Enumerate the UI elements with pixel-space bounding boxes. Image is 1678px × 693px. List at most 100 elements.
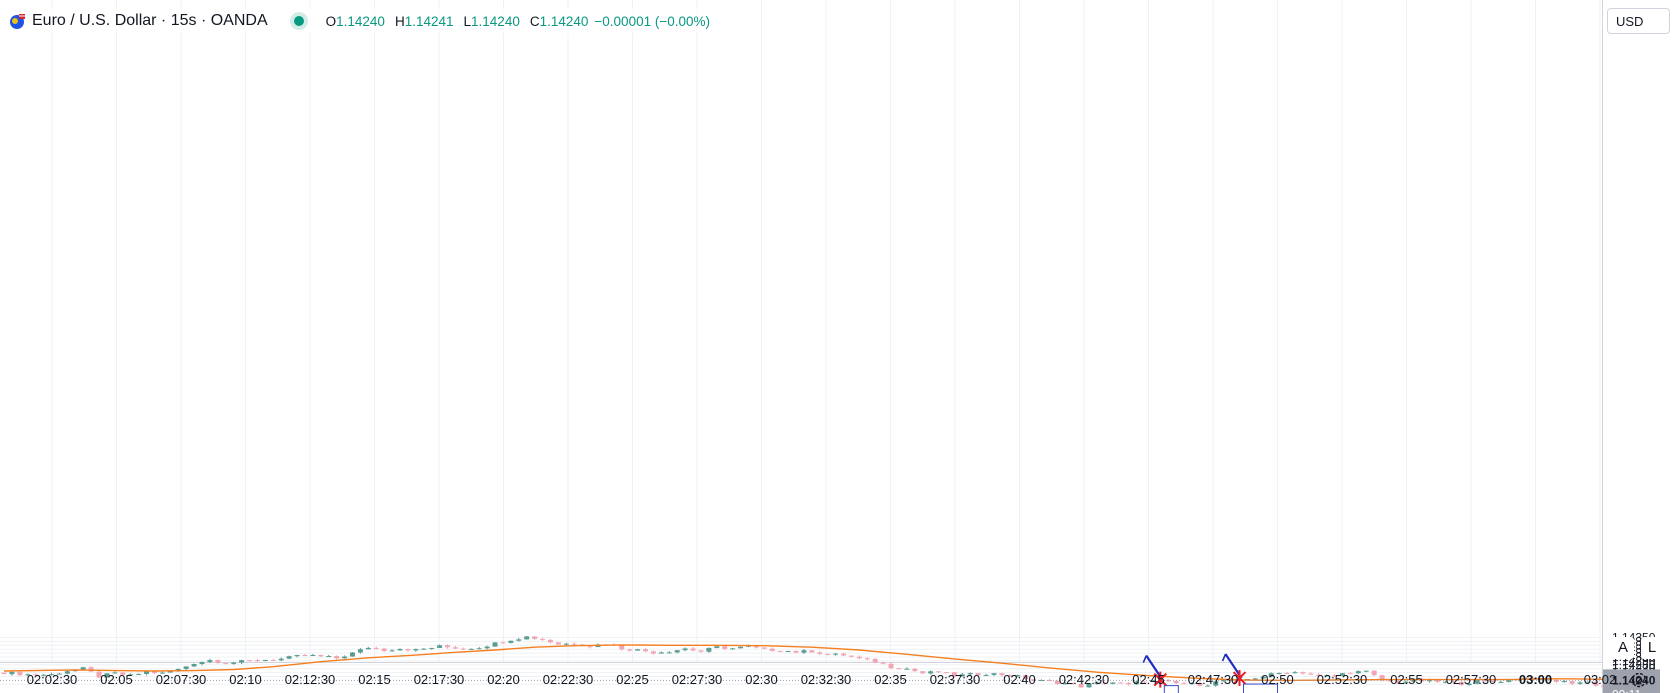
candle-body: [286, 656, 292, 659]
time-tick-label: 02:17:30: [414, 672, 465, 687]
ohlc-values: O1.14240 H1.14241 L1.14240 C1.14240: [326, 14, 589, 29]
candle-body: [571, 643, 577, 645]
candle-body: [199, 662, 205, 664]
candle-body: [1086, 683, 1092, 688]
candle-body: [326, 656, 332, 658]
candle-body: [1387, 680, 1393, 682]
candle: [706, 647, 712, 653]
candle-body: [999, 673, 1005, 676]
candle-body: [239, 660, 245, 663]
market-status-icon[interactable]: [288, 10, 310, 32]
candle: [381, 647, 387, 653]
candle: [1054, 680, 1060, 685]
candle-body: [342, 656, 348, 659]
candle-body: [1324, 675, 1330, 677]
candle: [722, 645, 728, 651]
candle: [825, 653, 831, 656]
candle: [880, 661, 886, 665]
candle: [1355, 670, 1361, 674]
candle-body: [555, 642, 561, 645]
time-tick-label: 02:40: [1003, 672, 1036, 687]
candle-body: [452, 647, 458, 649]
candle-body: [896, 668, 902, 670]
auto-scale-button[interactable]: A: [1612, 637, 1634, 659]
candle: [563, 642, 569, 646]
candle-body: [492, 642, 498, 647]
candle: [1450, 680, 1456, 683]
candle: [1023, 674, 1029, 681]
open-label: O: [325, 13, 337, 29]
candle: [191, 663, 197, 667]
currency-selector-button[interactable]: USD: [1607, 8, 1670, 34]
candle-body: [793, 650, 799, 653]
candle-body: [88, 667, 94, 672]
candle-body: [1, 672, 7, 675]
candle: [975, 673, 981, 676]
candle-body: [943, 672, 949, 674]
candle-body: [1403, 681, 1409, 684]
candle: [1078, 682, 1084, 688]
candle-body: [421, 648, 427, 650]
candle: [199, 661, 205, 666]
candle-body: [1371, 670, 1377, 676]
candle-body: [864, 658, 870, 660]
candle: [912, 667, 918, 672]
currency-label: USD: [1616, 14, 1644, 29]
candle-body: [777, 651, 783, 653]
candle-body: [1260, 676, 1266, 679]
candle: [1442, 680, 1448, 684]
candle: [1308, 672, 1314, 676]
log-scale-button[interactable]: L: [1641, 637, 1663, 659]
candle-body: [223, 663, 229, 665]
candle-body: [1213, 681, 1219, 686]
candle: [207, 658, 213, 664]
candle-body: [1062, 683, 1068, 685]
candle-body: [951, 672, 957, 677]
price-change: −0.00001 (−0.00%): [594, 13, 710, 29]
candle-body: [920, 671, 926, 674]
candle-body: [1569, 681, 1575, 684]
open-value: 1.14240: [336, 13, 385, 29]
candle-body: [1205, 685, 1211, 687]
signal-marker[interactable]: [1142, 655, 1179, 693]
candle: [294, 654, 300, 658]
candle: [1126, 681, 1132, 686]
candle: [635, 648, 641, 651]
candle-body: [856, 656, 862, 659]
candle: [500, 641, 506, 644]
candle: [1593, 680, 1599, 687]
candle: [777, 650, 783, 653]
candle-body: [1102, 682, 1108, 684]
signal-marker[interactable]: [1221, 653, 1279, 693]
candle: [690, 646, 696, 652]
candle: [833, 652, 839, 656]
candle-body: [1474, 679, 1480, 684]
candle: [999, 672, 1005, 677]
candle-body: [1561, 681, 1567, 683]
candle-body: [1173, 681, 1179, 684]
candle: [183, 666, 189, 671]
settings-gear-icon[interactable]: [1628, 669, 1650, 691]
candle-body: [1134, 681, 1140, 685]
candle: [920, 671, 926, 674]
candle: [682, 647, 688, 652]
time-axis[interactable]: 02:02:30 02:05 02:07:30 02:10 02:12:30 02:15 0…: [27, 672, 1617, 687]
candle: [128, 673, 134, 676]
candle: [270, 658, 276, 661]
candle: [1316, 673, 1322, 678]
candle-body: [635, 649, 641, 651]
candle-body: [904, 668, 910, 670]
candle: [738, 646, 744, 649]
candle: [516, 637, 522, 642]
candle-body: [1078, 683, 1084, 688]
candle-body: [381, 648, 387, 652]
moving-average-line: [3, 644, 1612, 682]
candle-body: [1189, 683, 1195, 685]
candle-body: [310, 654, 316, 656]
candle: [120, 672, 126, 676]
candle: [452, 645, 458, 650]
candle: [64, 670, 70, 675]
candle-body: [1023, 675, 1029, 680]
symbol-title[interactable]: Euro / U.S. Dollar · 15s · OANDA: [32, 12, 268, 29]
